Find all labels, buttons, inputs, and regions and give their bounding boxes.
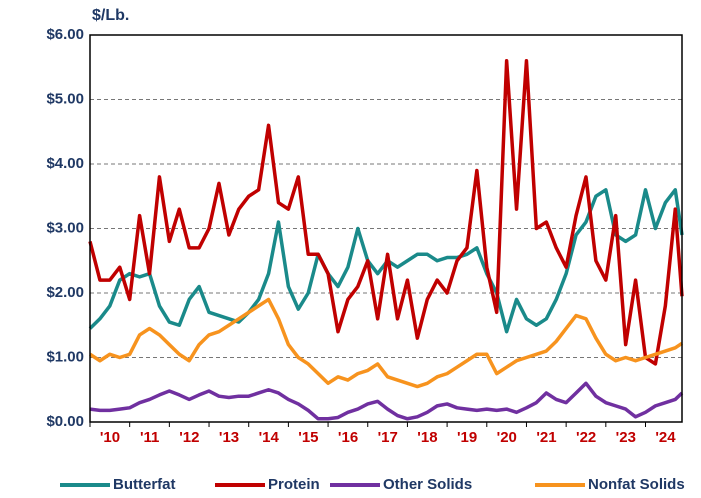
series-line [88,59,684,366]
y-tick-label: $6.00 [46,26,84,43]
legend-label: Protein [268,476,320,493]
legend-label: Other Solids [383,476,472,493]
y-tick-label: $5.00 [46,90,84,107]
x-tick-label: '21 [536,429,556,446]
y-tick-label: $4.00 [46,155,84,172]
x-tick-label: '18 [417,429,437,446]
y-axis-label: $/Lb. [92,7,129,24]
x-tick-label: '15 [298,429,318,446]
x-tick-label: '13 [219,429,239,446]
x-tick-label: '16 [338,429,358,446]
y-tick-label: $0.00 [46,413,84,430]
y-tick-label: $3.00 [46,219,84,236]
plot-frame [89,34,683,423]
legend-label: Butterfat [113,476,176,493]
x-tick-label: '23 [616,429,636,446]
x-tick-label: '19 [457,429,477,446]
x-tick-label: '12 [179,429,199,446]
x-tick-label: '24 [655,429,676,446]
x-tick-label: '22 [576,429,596,446]
y-tick-label: $1.00 [46,348,84,365]
series-line [89,297,683,389]
series-line [89,381,684,421]
x-tick-label: '17 [378,429,398,446]
y-tick-label: $2.00 [46,284,84,301]
x-tick-label: '10 [100,429,120,446]
x-tick-label: '14 [259,429,280,446]
x-tick-label: '20 [497,429,517,446]
x-tick-label: '11 [140,429,159,446]
legend-label: Nonfat Solids [588,476,685,493]
